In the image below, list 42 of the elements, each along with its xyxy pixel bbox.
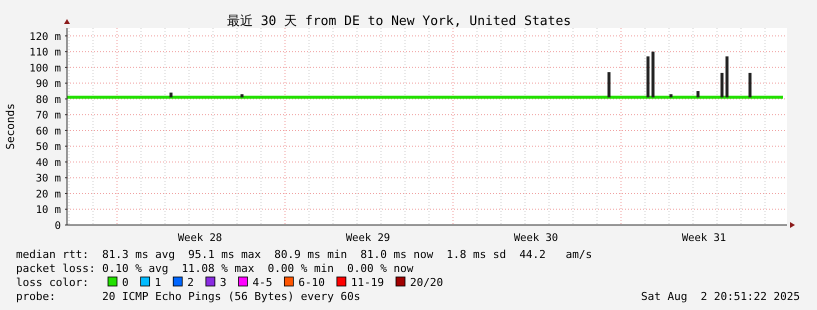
- bar: [720, 72, 724, 98]
- legend-label: 1: [154, 276, 162, 289]
- text: probe: 20 ICMP Echo Pings (56 Bytes) every 60s: [16, 290, 360, 303]
- x-tick-label: Week 30: [514, 232, 558, 244]
- text: Sat Aug 2 20:51:22 2025: [641, 290, 800, 303]
- bar: [240, 94, 244, 98]
- text: median rtt: 81.3 ms avg 95.1 ms max 80.9 ms min 81.0 ms now 1.8 ms sd 44.2 am/s: [16, 248, 592, 261]
- bar: [170, 92, 172, 98]
- y-tick-label: 100 m: [29, 62, 61, 74]
- bar: [748, 72, 752, 98]
- y-tick-label: 110 m: [29, 46, 61, 59]
- y-tick-label: 10 m: [36, 204, 61, 216]
- chart-title: 最近 30 天 from DE to New York, United States: [226, 14, 572, 29]
- y-tick-label: 90 m: [36, 78, 61, 90]
- x-tick-label: Week 29: [346, 232, 390, 244]
- bar: [608, 72, 610, 98]
- bar: [670, 94, 672, 98]
- bar: [696, 91, 700, 98]
- y-axis-title: Seconds: [4, 103, 17, 150]
- x-tick-label: Week 28: [178, 232, 222, 244]
- legend-label: 3: [220, 276, 226, 289]
- legend-label: 11-19: [350, 276, 384, 289]
- bar: [652, 52, 654, 98]
- legend-label: 0: [122, 276, 129, 289]
- legend-label: 6-10: [298, 276, 325, 289]
- legend-title: loss color:: [16, 276, 89, 289]
- y-tick-label: 20 m: [36, 188, 61, 200]
- legend-label: 2: [187, 276, 194, 289]
- legend-label: 4-5: [252, 276, 272, 289]
- bar: [646, 56, 650, 98]
- y-tick-label: 70 m: [36, 110, 61, 122]
- y-tick-label: 30 m: [36, 172, 61, 185]
- y-tick-label: 80 m: [36, 94, 61, 106]
- y-tick-label: 60 m: [36, 125, 61, 138]
- y-tick-label: 0: [54, 220, 61, 232]
- y-tick-label: 40 m: [36, 156, 61, 169]
- x-tick-label: Week 31: [682, 232, 726, 244]
- legend-label: 20/20: [410, 276, 444, 289]
- bar: [726, 56, 728, 98]
- y-tick-label: 120 m: [29, 30, 61, 43]
- text: packet loss: 0.10 % avg 11.08 % max 0.00 % min 0.00 % now: [16, 262, 414, 275]
- y-tick-label: 50 m: [36, 141, 61, 154]
